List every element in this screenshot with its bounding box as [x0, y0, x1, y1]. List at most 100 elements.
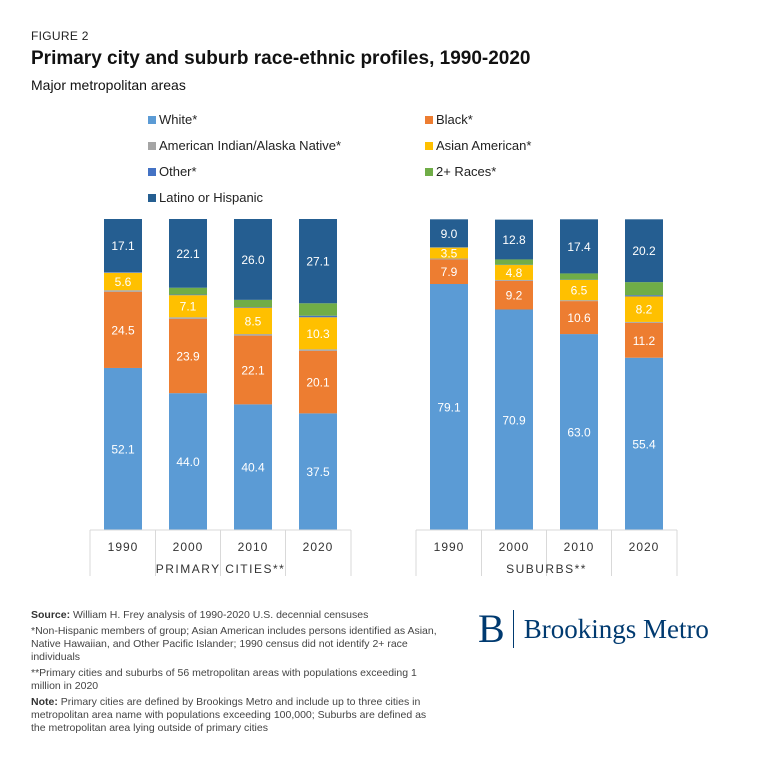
- legend-swatch-asian: [425, 142, 433, 150]
- bar-segment-multi: [495, 259, 533, 265]
- bar-segment-aian: [430, 258, 468, 260]
- legend-swatch-white: [148, 116, 156, 124]
- data-label-asian: 8.5: [245, 314, 262, 328]
- legend-swatch-multi: [425, 168, 433, 176]
- source-note: Source: William H. Frey analysis of 1990…: [31, 609, 369, 621]
- bar-segment-multi: [169, 287, 207, 295]
- x-tick-label: 1990: [108, 540, 139, 554]
- legend-label-white: White*: [159, 112, 197, 127]
- data-label-white: 79.1: [437, 400, 461, 414]
- definition-note: Note: Primary cities are defined by Broo…: [31, 696, 427, 734]
- bar-segment-white: [169, 393, 207, 530]
- data-label-asian: 3.5: [441, 247, 458, 261]
- data-label-asian: 10.3: [306, 327, 330, 341]
- data-label-asian: 8.2: [636, 303, 653, 317]
- bar-segment-asian: [430, 247, 468, 259]
- legend-label-other: Other*: [159, 164, 197, 179]
- bar-segment-aian: [234, 334, 272, 336]
- legend-label-aian: American Indian/Alaska Native*: [159, 138, 341, 153]
- bar-segment-aian: [625, 321, 663, 323]
- bar-segment-black: [430, 259, 468, 284]
- chart-title: Primary city and suburb race-ethnic prof…: [31, 48, 531, 69]
- bar-segment-latino: [495, 219, 533, 260]
- bar-segment-other: [104, 272, 142, 273]
- x-tick-label: 2010: [238, 540, 269, 554]
- bar-segment-asian: [169, 295, 207, 318]
- legend-swatch-black: [425, 116, 433, 124]
- x-tick-label: 2000: [173, 540, 204, 554]
- logo-divider: [512, 610, 514, 648]
- data-label-black: 11.2: [633, 334, 656, 348]
- bar-segment-latino: [104, 219, 142, 273]
- bar-segment-other: [234, 307, 272, 308]
- data-label-asian: 6.5: [571, 284, 588, 298]
- data-label-latino: 22.1: [176, 247, 200, 261]
- bar-segment-black: [625, 322, 663, 358]
- x-tick-label: 2020: [303, 540, 334, 554]
- bar-segment-white: [625, 357, 663, 530]
- data-label-asian: 7.1: [180, 300, 197, 314]
- data-label-asian: 5.6: [115, 275, 132, 289]
- bar-segment-latino: [169, 219, 207, 288]
- bar-segment-aian: [169, 317, 207, 319]
- x-tick-label: 2010: [564, 540, 595, 554]
- bar-segment-latino: [560, 219, 598, 274]
- data-label-asian: 4.8: [506, 266, 523, 280]
- data-label-black: 7.9: [441, 265, 458, 279]
- logo-mark: B: [478, 606, 505, 651]
- bar-segment-white: [234, 404, 272, 530]
- bar-segment-other: [169, 294, 207, 296]
- bar-segment-latino: [430, 219, 468, 248]
- bar-segment-other: [299, 315, 337, 318]
- bar-segment-latino: [625, 219, 663, 283]
- data-label-latino: 26.0: [241, 253, 265, 267]
- bar-segment-aian: [299, 349, 337, 351]
- legend-item-other: Other*: [148, 164, 197, 179]
- bar-segment-other: [625, 295, 663, 297]
- bar-segment-white: [560, 334, 598, 530]
- bar-segment-white: [495, 309, 533, 530]
- bar-segment-latino: [299, 219, 337, 304]
- bar-segment-multi: [560, 273, 598, 280]
- footnote-areas: **Primary cities and suburbs of 56 metro…: [31, 667, 417, 692]
- logo-wordmark: Brookings Metro: [523, 613, 709, 644]
- data-label-white: 52.1: [111, 442, 135, 456]
- data-label-black: 9.2: [506, 289, 523, 303]
- bar-segment-black: [234, 335, 272, 405]
- bar-segment-black: [495, 280, 533, 310]
- legend-swatch-other: [148, 168, 156, 176]
- bar-segment-aian: [560, 300, 598, 302]
- data-label-white: 44.0: [176, 455, 200, 469]
- figure-label: FIGURE 2: [31, 29, 89, 43]
- bar-segment-aian: [104, 290, 142, 292]
- data-label-latino: 12.8: [502, 233, 526, 247]
- bar-segment-white: [430, 283, 468, 530]
- legend-swatch-latino: [148, 194, 156, 202]
- bar-segment-asian: [495, 265, 533, 280]
- bar-segment-black: [560, 301, 598, 335]
- footnote-groups: *Non-Hispanic members of group; Asian Am…: [31, 625, 437, 663]
- bar-segment-asian: [234, 307, 272, 335]
- footnotes: Source: William H. Frey analysis of 1990…: [31, 609, 441, 738]
- bar-segment-white: [104, 367, 142, 530]
- bar-segment-asian: [299, 317, 337, 350]
- data-label-latino: 20.2: [632, 244, 656, 258]
- x-tick-label: 2000: [499, 540, 530, 554]
- data-label-latino: 27.1: [306, 255, 330, 269]
- bar-segment-multi: [625, 282, 663, 296]
- legend-item-multi: 2+ Races*: [425, 164, 496, 179]
- data-label-black: 20.1: [306, 376, 330, 390]
- legend-label-asian: Asian American*: [436, 138, 531, 153]
- data-label-white: 40.4: [241, 461, 265, 475]
- data-label-latino: 17.4: [567, 240, 591, 254]
- legend-label-multi: 2+ Races*: [436, 164, 496, 179]
- bar-segment-asian: [104, 272, 142, 291]
- chart-subtitle: Major metropolitan areas: [31, 77, 186, 93]
- legend-swatch-aian: [148, 142, 156, 150]
- bar-segment-black: [104, 291, 142, 368]
- data-label-white: 63.0: [567, 426, 591, 440]
- bar-segment-latino: [234, 219, 272, 300]
- bar-segment-white: [299, 413, 337, 530]
- bar-segment-multi: [299, 303, 337, 316]
- legend-item-asian: Asian American*: [425, 138, 531, 153]
